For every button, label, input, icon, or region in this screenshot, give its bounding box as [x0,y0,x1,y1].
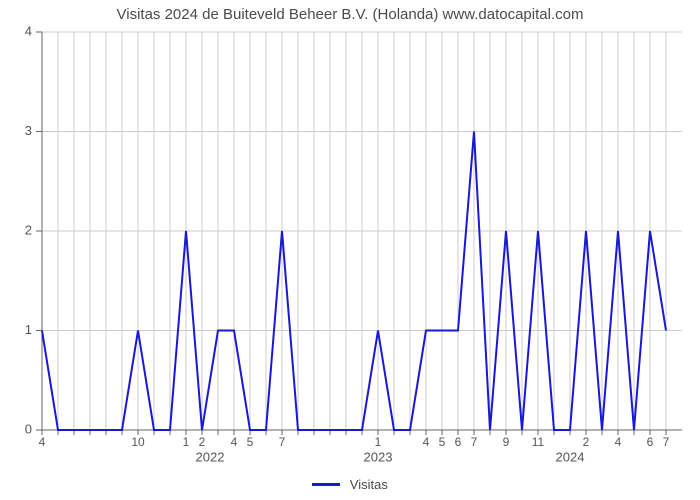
visits-line-chart: Visitas 2024 de Buiteveld Beheer B.V. (H… [0,0,700,500]
series-line-visitas [42,132,666,431]
svg-text:5: 5 [247,435,254,449]
svg-text:2: 2 [25,222,32,237]
x-axis: 41012457145679112467202220232024 [39,430,682,465]
svg-text:2: 2 [583,435,590,449]
svg-text:1: 1 [375,435,382,449]
svg-text:3: 3 [25,123,32,138]
svg-text:6: 6 [647,435,654,449]
svg-text:7: 7 [471,435,478,449]
svg-text:4: 4 [39,435,46,449]
svg-text:4: 4 [615,435,622,449]
svg-text:1: 1 [25,322,32,337]
series-group [42,132,666,431]
svg-text:2024: 2024 [556,450,585,465]
svg-text:4: 4 [423,435,430,449]
svg-text:10: 10 [131,435,145,449]
y-axis: 0 1 2 3 4 [25,23,42,436]
legend-swatch [312,483,340,486]
svg-text:5: 5 [439,435,446,449]
svg-text:11: 11 [532,435,545,449]
svg-text:2: 2 [199,435,206,449]
svg-text:0: 0 [25,421,32,436]
svg-text:4: 4 [231,435,238,449]
legend: Visitas [0,476,700,492]
svg-text:1: 1 [183,435,190,449]
svg-text:2023: 2023 [364,450,393,465]
chart-title: Visitas 2024 de Buiteveld Beheer B.V. (H… [0,6,700,23]
legend-label: Visitas [350,477,388,492]
svg-text:7: 7 [663,435,670,449]
plot-area: 01234 41012457145679112467202220232024 [42,30,682,430]
svg-text:9: 9 [503,435,510,449]
svg-text:4: 4 [25,23,32,38]
svg-text:6: 6 [455,435,462,449]
chart-svg: 01234 41012457145679112467202220232024 [42,30,682,430]
svg-text:2022: 2022 [196,450,225,465]
svg-text:7: 7 [279,435,286,449]
